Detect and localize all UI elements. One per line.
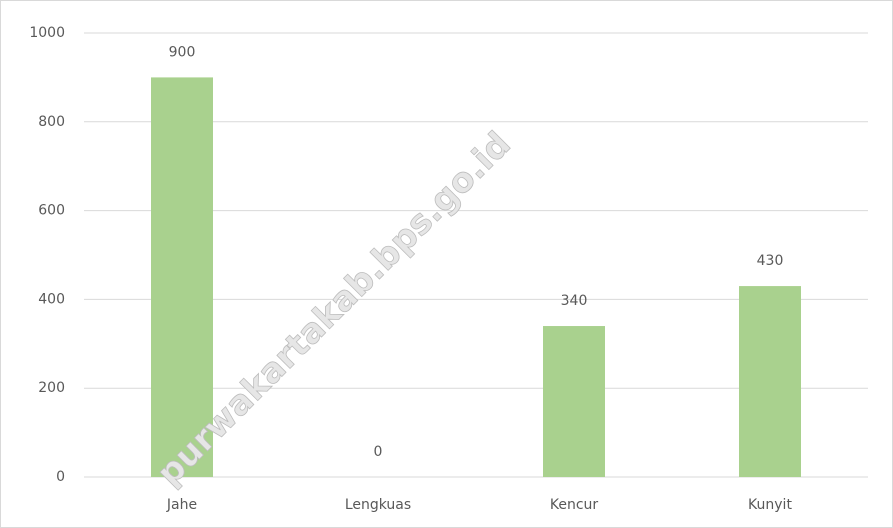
data-label: 900 <box>169 44 196 60</box>
data-label: 340 <box>561 293 588 309</box>
x-tick-label: Kunyit <box>748 497 792 513</box>
y-tick-label: 400 <box>38 291 65 307</box>
data-label: 0 <box>374 444 383 460</box>
x-tick-label: Kencur <box>550 497 599 513</box>
bar <box>739 286 801 477</box>
y-tick-label: 600 <box>38 203 65 219</box>
x-tick-label: Lengkuas <box>345 497 411 513</box>
y-tick-label: 1000 <box>29 25 65 41</box>
bar <box>543 326 605 477</box>
x-tick-label: Jahe <box>166 497 197 513</box>
y-tick-label: 200 <box>38 380 65 396</box>
y-tick-label: 0 <box>56 469 65 485</box>
data-label: 430 <box>757 253 784 269</box>
y-tick-label: 800 <box>38 114 65 130</box>
bar <box>151 77 213 478</box>
